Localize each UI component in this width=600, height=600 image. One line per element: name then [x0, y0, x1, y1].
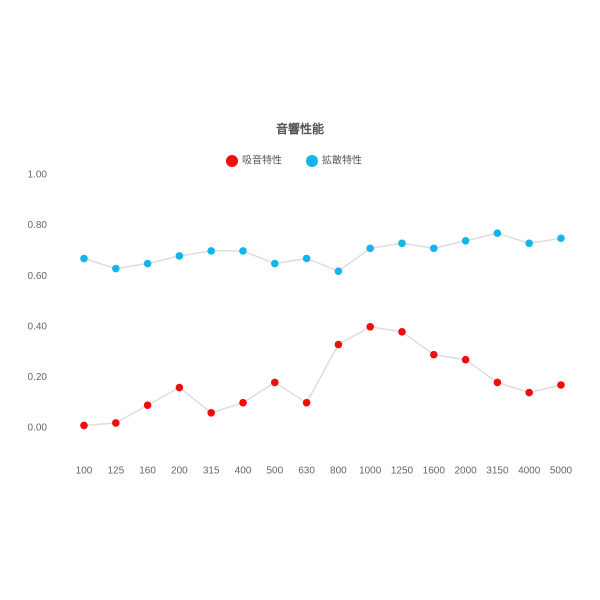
y-tick-label: 0.20 [28, 372, 48, 383]
data-point [271, 378, 279, 387]
chart-title: 音響性能 [276, 121, 324, 136]
x-tick-label: 2000 [454, 466, 477, 477]
data-point [398, 239, 406, 248]
x-tick-label: 800 [330, 466, 347, 477]
data-point [461, 236, 470, 245]
data-point [398, 328, 406, 336]
x-tick-label: 1250 [391, 466, 414, 477]
x-tick-label: 315 [203, 466, 220, 477]
data-point [302, 254, 311, 263]
data-point [80, 421, 88, 430]
data-point [271, 259, 279, 268]
data-point [493, 378, 502, 387]
data-point [239, 247, 247, 255]
data-point [493, 229, 502, 237]
x-tick-label: 1600 [423, 466, 446, 477]
x-tick-label: 4000 [518, 466, 541, 477]
x-tick-label: 5000 [550, 466, 573, 477]
y-tick-label: 0.00 [28, 423, 48, 434]
y-tick-label: 0.80 [28, 220, 48, 231]
data-point [207, 247, 215, 255]
x-tick-label: 500 [266, 466, 283, 477]
x-tick-label: 100 [76, 466, 93, 477]
x-tick-label: 400 [235, 466, 252, 477]
data-point [112, 419, 120, 427]
data-point [175, 252, 184, 260]
data-point [430, 244, 438, 253]
y-tick-label: 0.60 [28, 271, 48, 282]
data-point [461, 355, 470, 364]
data-point [525, 239, 533, 248]
legend-label: 拡散特性 [322, 154, 362, 167]
x-tick-label: 1000 [359, 466, 382, 477]
data-point [366, 244, 375, 253]
data-point [525, 388, 533, 397]
series-line [83, 232, 562, 272]
data-point [430, 350, 438, 359]
data-point [334, 267, 343, 275]
data-point [143, 401, 152, 410]
y-tick-label: 1.00 [28, 170, 48, 181]
data-point [207, 409, 215, 417]
data-point [302, 398, 311, 407]
data-point [366, 323, 375, 331]
x-tick-label: 160 [139, 466, 156, 477]
data-point [112, 264, 120, 273]
x-tick-label: 630 [298, 466, 315, 477]
legend-label: 吸音特性 [242, 154, 282, 167]
data-point [143, 259, 152, 268]
data-point [557, 381, 565, 389]
data-point [239, 398, 247, 407]
legend-marker [306, 155, 318, 167]
x-tick-label: 3150 [486, 466, 509, 477]
series-line [83, 326, 562, 427]
data-point [557, 234, 565, 243]
legend-marker [226, 155, 238, 167]
x-tick-label: 200 [171, 466, 188, 477]
y-tick-label: 0.40 [28, 321, 48, 332]
data-point [80, 254, 88, 263]
x-tick-label: 125 [107, 466, 124, 477]
data-point [334, 340, 343, 349]
data-point [175, 383, 184, 392]
